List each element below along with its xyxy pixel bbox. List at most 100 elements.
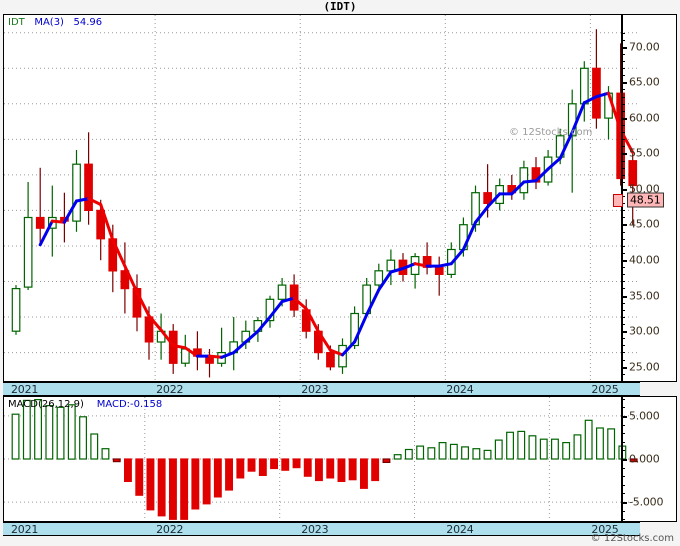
price-axis-tick (621, 188, 627, 191)
price-axis-tick (621, 181, 625, 183)
x-axis-year-label: 2024 (446, 523, 474, 536)
price-axis-tick (621, 160, 625, 162)
x-axis-year-label: 2024 (446, 383, 474, 396)
macd-axis-tick (621, 441, 625, 443)
price-axis-tick (621, 96, 625, 98)
price-axis-tick (621, 288, 625, 290)
price-axis-tick (621, 274, 625, 276)
price-candlestick-svg (4, 15, 640, 381)
macd-axis-tick (621, 398, 625, 400)
price-axis-label: 65.00 (629, 75, 660, 89)
price-axis-tick (621, 231, 625, 233)
price-axis-tick (621, 132, 625, 133)
macd-legend-name: MACD(26,12,9) (8, 399, 84, 410)
price-axis-tick (621, 302, 625, 304)
x-axis-band-macd: 2021 2022 2023 2024 2025 (3, 522, 640, 536)
price-axis-tick (621, 153, 627, 156)
x-axis-year-label: 2025 (591, 383, 619, 396)
price-axis-tick (621, 53, 625, 55)
price-axis-tick (621, 117, 627, 120)
price-plot-area (4, 15, 676, 381)
macd-axis-label: 5.000 (629, 409, 660, 423)
price-axis-tick (621, 217, 625, 219)
price-axis-tick (621, 380, 625, 382)
price-axis-tick (621, 174, 625, 176)
price-axis-tick (621, 224, 627, 227)
last-price-badge: 48.51 (627, 192, 664, 207)
macd-histogram-svg (4, 397, 640, 521)
macd-axis-tick (621, 415, 627, 418)
x-axis-year-label: 2023 (301, 523, 329, 536)
price-axis-tick (621, 238, 625, 240)
price-axis-tick (621, 245, 625, 247)
macd-axis-tick (621, 476, 625, 478)
price-axis-label: 30.00 (629, 324, 660, 338)
price-axis-tick (621, 316, 625, 318)
price-axis-tick (621, 146, 625, 148)
macd-axis-tick (621, 510, 625, 512)
price-axis-tick (621, 267, 625, 269)
macd-axis-tick (621, 484, 625, 486)
price-axis-tick (621, 103, 625, 105)
price-axis-tick (621, 46, 627, 49)
price-axis-tick (621, 210, 625, 212)
price-axis-label: 55.00 (629, 146, 660, 160)
price-axis-tick (621, 75, 625, 77)
price-axis-label: 35.00 (629, 289, 660, 302)
price-axis-label: 40.00 (629, 253, 660, 267)
macd-axis-tick (621, 407, 625, 409)
x-axis-year-label: 2022 (156, 383, 184, 396)
price-axis-label: 45.00 (629, 217, 660, 231)
price-axis-label: 25.00 (629, 360, 660, 374)
price-axis-tick (621, 110, 625, 112)
price-axis-tick (621, 203, 625, 205)
x-axis-year-label: 2021 (11, 523, 39, 536)
price-axis-tick (621, 124, 625, 126)
price-axis-tick (621, 82, 627, 85)
price-axis-tick (621, 260, 627, 262)
price-axis-tick (621, 323, 625, 325)
price-legend-symbol: IDT (8, 17, 25, 28)
price-axis-label: 70.00 (629, 40, 660, 54)
macd-axis-tick (621, 433, 625, 435)
macd-axis-tick (621, 493, 625, 495)
last-price-axis-marker (613, 193, 623, 207)
macd-y-axis: -5.000 0.000 5.000 (613, 396, 677, 522)
x-axis-year-label: 2023 (301, 383, 329, 396)
price-axis-tick (621, 32, 625, 34)
macd-axis-tick (621, 519, 625, 521)
price-axis-tick (621, 366, 627, 369)
macd-axis-label: -5.000 (629, 495, 664, 509)
price-axis-tick (621, 331, 627, 333)
macd-axis-tick (621, 467, 625, 469)
price-axis-tick (621, 359, 625, 361)
x-axis-year-label: 2022 (156, 523, 184, 536)
x-axis-band-price: 2021 2022 2023 2024 2025 (3, 382, 640, 396)
price-axis-label: 60.00 (629, 111, 660, 125)
macd-plot-area (4, 397, 676, 521)
copyright-label: © 12Stocks.com (590, 533, 674, 544)
price-axis-tick (621, 295, 627, 298)
macd-axis-tick (621, 502, 627, 505)
macd-legend-value: MACD:-0.158 (96, 399, 163, 410)
macd-axis-tick (621, 424, 625, 426)
x-axis-year-label: 2021 (11, 383, 39, 396)
macd-chart-panel: MACD(26,12,9) MACD:-0.158 (3, 396, 677, 522)
price-axis-tick (621, 139, 625, 141)
price-axis-tick (621, 68, 625, 70)
price-y-axis: 25.00 30.00 35.00 40.00 45.00 50.00 55.00 60.00… (613, 14, 677, 382)
page-title: (IDT) (323, 0, 357, 13)
price-axis-tick (621, 196, 625, 197)
macd-legend: MACD(26,12,9) MACD:-0.158 (8, 399, 162, 410)
price-axis-tick (621, 167, 625, 169)
macd-axis-tick (621, 450, 625, 452)
price-legend: IDT MA(3) 54.96 (8, 17, 102, 28)
x-axis-year-label: 2025 (591, 523, 619, 536)
price-axis-tick (621, 89, 625, 91)
price-axis-tick (621, 309, 625, 311)
price-axis-tick (621, 61, 625, 62)
price-legend-indicator: MA(3) (34, 17, 64, 28)
watermark-price: © 12Stocks.com (509, 127, 593, 138)
macd-axis-tick (621, 459, 627, 461)
